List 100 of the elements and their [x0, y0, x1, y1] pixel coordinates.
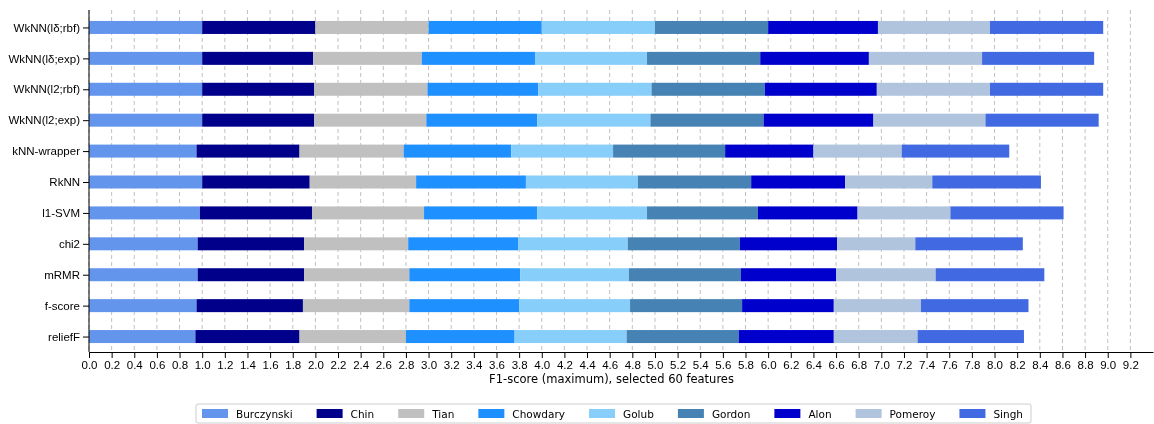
bar — [985, 113, 1099, 127]
bar — [313, 51, 422, 65]
x-tick-label: 8.2 — [1009, 359, 1026, 372]
bar — [520, 268, 629, 282]
bar — [541, 20, 655, 34]
x-tick-label: 4.8 — [624, 359, 641, 372]
bar — [196, 144, 300, 158]
bar — [89, 268, 198, 282]
bar — [314, 113, 427, 127]
legend-label: Gordon — [711, 408, 751, 420]
bar — [89, 330, 196, 344]
bar — [768, 20, 878, 34]
x-tick-label: 4.6 — [602, 359, 619, 372]
x-tick-label: 2.4 — [353, 359, 370, 372]
x-tick-label: 9.0 — [1100, 359, 1117, 372]
bar — [915, 237, 1023, 251]
x-tick-label: 8.0 — [987, 359, 1004, 372]
bar — [742, 299, 834, 313]
x-tick-label: 7.6 — [941, 359, 958, 372]
bar — [920, 299, 1029, 313]
x-tick-label: 0.4 — [126, 359, 144, 372]
x-tick-label: 7.2 — [896, 359, 913, 372]
x-tick-label: 3.2 — [443, 359, 460, 372]
x-tick-label: 4.0 — [534, 359, 551, 372]
bar — [538, 82, 652, 96]
x-tick-label: 3.6 — [488, 359, 505, 372]
bar — [424, 206, 538, 220]
bar — [202, 20, 316, 34]
bar — [637, 175, 752, 189]
x-tick-label: 2.2 — [330, 359, 347, 372]
x-tick-label: 0.0 — [81, 359, 98, 372]
y-tick-label: f-score — [44, 299, 80, 312]
bar — [518, 237, 628, 251]
bar — [89, 175, 203, 189]
legend-label: Chowdary — [512, 408, 566, 420]
x-tick-label: 6.2 — [783, 359, 800, 372]
bar — [309, 175, 417, 189]
bar — [304, 237, 409, 251]
bar — [982, 51, 1095, 65]
legend-label: Alon — [808, 408, 832, 420]
y-tick-label: mRMR — [44, 268, 80, 281]
bar — [199, 206, 312, 220]
bar — [302, 299, 410, 313]
x-tick-label: 4.4 — [579, 359, 597, 372]
x-tick-label: 6.8 — [851, 359, 868, 372]
bar — [197, 237, 305, 251]
bar — [650, 113, 764, 127]
legend-label: Golub — [623, 408, 655, 420]
bar — [613, 144, 726, 158]
y-tick-label: WkNN(l2;rbf) — [13, 83, 81, 96]
bar — [654, 20, 769, 34]
x-tick-label: 5.0 — [647, 359, 664, 372]
bar — [626, 330, 739, 344]
x-tick-label: 0.6 — [149, 359, 166, 372]
bar — [837, 237, 916, 251]
bar — [833, 299, 921, 313]
bar — [651, 82, 765, 96]
bar — [950, 206, 1064, 220]
bar — [408, 237, 518, 251]
x-tick-label: 7.4 — [919, 359, 936, 372]
x-tick-label: 5.2 — [670, 359, 687, 372]
bar — [89, 51, 203, 65]
bar — [514, 330, 627, 344]
x-tick-label: 4.2 — [556, 359, 573, 372]
y-tick-label: kNN-wrapper — [12, 145, 81, 158]
bar — [845, 175, 933, 189]
bar — [89, 113, 203, 127]
bar — [405, 330, 515, 344]
bar — [630, 299, 743, 313]
bar — [202, 82, 315, 96]
bar — [315, 20, 429, 34]
bar — [89, 82, 203, 96]
bar — [877, 20, 991, 34]
legend-label: Burczynski — [236, 408, 293, 420]
x-tick-label: 3.8 — [511, 359, 528, 372]
bar — [89, 20, 203, 34]
x-tick-label: 5.6 — [715, 359, 732, 372]
y-tick-label: WkNN(lδ;rbf) — [13, 21, 81, 34]
bar — [511, 144, 614, 158]
bar — [89, 206, 200, 220]
bar — [195, 330, 300, 344]
bar — [868, 51, 983, 65]
bar — [757, 206, 858, 220]
bar — [519, 299, 631, 313]
bar — [525, 175, 638, 189]
x-tick-label: 7.8 — [964, 359, 981, 372]
bar — [89, 299, 197, 313]
bar — [990, 82, 1104, 96]
x-tick-label: 1.8 — [285, 359, 302, 372]
x-tick-label: 8.4 — [1032, 359, 1049, 372]
bar — [409, 299, 520, 313]
bar — [739, 237, 838, 251]
x-tick-label: 1.4 — [239, 359, 257, 372]
bar — [813, 144, 902, 158]
bar — [409, 268, 521, 282]
x-tick-label: 5.8 — [738, 359, 755, 372]
bar — [932, 175, 1041, 189]
bar — [89, 237, 198, 251]
x-axis-title: F1-score (maximum), selected 60 features — [489, 372, 734, 386]
bar — [311, 206, 425, 220]
